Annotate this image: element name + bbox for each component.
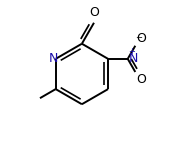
Text: N: N	[49, 52, 58, 65]
Text: N: N	[128, 52, 138, 65]
Text: +: +	[129, 47, 135, 56]
Text: −: −	[135, 33, 142, 42]
Text: O: O	[136, 32, 146, 45]
Text: O: O	[89, 6, 99, 19]
Text: O: O	[136, 73, 146, 86]
